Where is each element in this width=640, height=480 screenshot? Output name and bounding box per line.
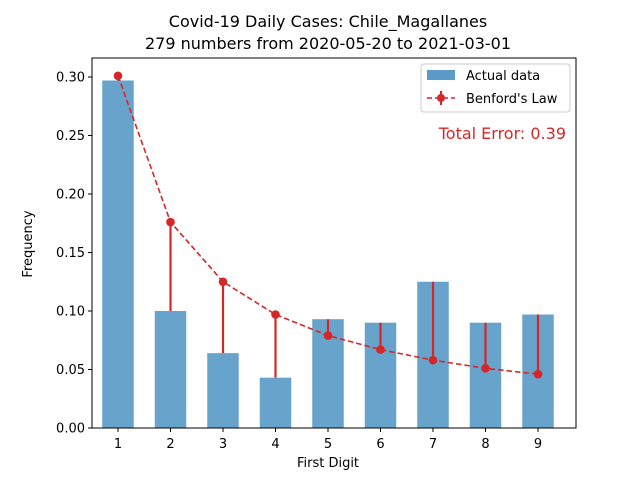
benford-point-5 <box>323 331 333 340</box>
legend-marker-swatch <box>437 94 445 102</box>
benford-point-4 <box>271 310 280 319</box>
legend-box <box>420 63 571 113</box>
x-tick-label: 4 <box>271 437 279 452</box>
benford-point-8 <box>481 364 490 373</box>
y-tick-label: 0.30 <box>56 71 85 86</box>
y-tick-label: 0.05 <box>56 363 85 378</box>
legend-bar-swatch <box>427 70 455 80</box>
x-tick-label: 7 <box>429 437 437 452</box>
chart-subtitle: 279 numbers from 2020-05-20 to 2021-03-0… <box>145 34 511 53</box>
x-axis-title: First Digit <box>297 456 359 471</box>
y-axis-ticks: 0.00 0.05 0.10 0.15 0.20 0.25 0.30 <box>56 71 92 437</box>
legend: Actual data Benford's Law <box>420 63 571 113</box>
x-tick-label: 3 <box>219 437 227 452</box>
benford-point-6 <box>376 345 385 354</box>
benford-point-2 <box>166 217 175 227</box>
benford-line-series <box>113 71 543 379</box>
bar-1 <box>102 80 134 428</box>
legend-label-actual: Actual data <box>466 69 540 84</box>
benford-point-1 <box>113 71 123 81</box>
x-tick-label: 8 <box>481 437 489 452</box>
x-tick-label: 5 <box>324 437 332 452</box>
y-tick-label: 0.25 <box>56 129 85 144</box>
y-tick-label: 0.15 <box>56 246 85 261</box>
benford-point-7 <box>428 355 438 365</box>
bar-3 <box>207 353 239 428</box>
error-bars <box>116 75 540 378</box>
y-tick-label: 0.00 <box>56 422 85 437</box>
bar-4 <box>259 377 292 428</box>
benford-point-3 <box>218 277 228 287</box>
total-error-annotation: Total Error: 0.39 <box>438 124 566 143</box>
y-axis-title: Frequency <box>21 210 36 277</box>
x-axis-ticks: 1 2 3 4 5 6 7 8 9 <box>114 428 542 452</box>
y-tick-label: 0.20 <box>56 188 85 203</box>
x-tick-label: 9 <box>534 437 542 452</box>
y-tick-label: 0.10 <box>56 305 85 320</box>
legend-label-benford: Benford's Law <box>466 92 558 107</box>
benford-point-9 <box>533 369 543 379</box>
x-tick-label: 2 <box>166 437 174 452</box>
chart-title: Covid-19 Daily Cases: Chile_Magallanes <box>169 12 487 32</box>
bar-2 <box>154 311 187 428</box>
y-axis-label: Frequency <box>21 210 36 277</box>
bar-series <box>102 80 554 428</box>
x-tick-label: 1 <box>114 437 122 452</box>
plot-frame <box>91 57 577 429</box>
x-tick-label: 6 <box>376 437 384 452</box>
